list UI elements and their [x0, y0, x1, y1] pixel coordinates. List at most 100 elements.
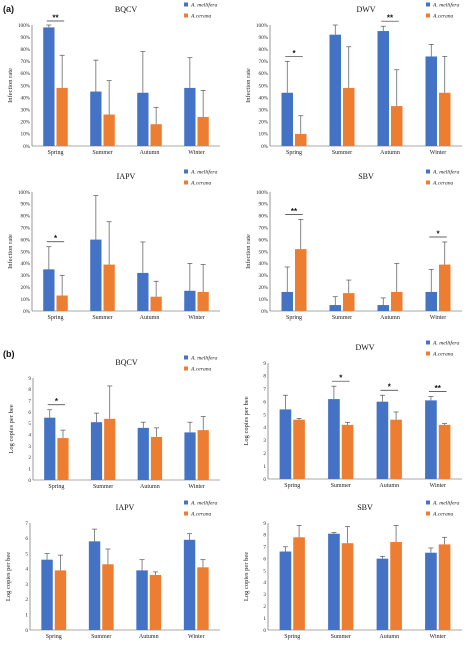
bar-mellifera [137, 272, 149, 311]
bar-cerana [102, 564, 114, 630]
y-tick-label: 3 [25, 582, 28, 588]
y-axis-label: Infection rate [245, 68, 252, 103]
y-tick-label: 30% [20, 108, 30, 114]
y-tick-label: 0 [25, 628, 28, 634]
x-tick-label: Summer [331, 483, 351, 489]
legend-swatch-cerana [426, 351, 430, 356]
y-tick-label: 70% [20, 226, 30, 232]
y-tick-label: 100% [18, 190, 31, 196]
y-tick-label: 40% [20, 261, 30, 267]
x-tick-label: Spring [46, 634, 62, 640]
legend-label: A. mellifera [190, 2, 218, 9]
y-tick-label: 10% [20, 297, 30, 303]
x-tick-label: Winter [188, 315, 204, 321]
x-tick-label: Winter [430, 634, 446, 640]
chart-a-iapv: IAPV Infection rate 0% 10% 20% 30% 40% 50% 60% 70… [7, 169, 220, 321]
y-tick-label: 20% [20, 120, 30, 126]
x-tick-label: Winter [188, 634, 204, 640]
x-tick-label: Autumn [140, 484, 160, 490]
y-axis-label: Log copies per bee [5, 552, 12, 601]
bar-cerana [341, 424, 354, 479]
y-axis-label: Infection rate [7, 68, 14, 103]
y-tick-label: 0 [28, 478, 31, 484]
bar-mellifera [90, 239, 102, 311]
legend-swatch-mellifera [184, 169, 188, 174]
bar-mellifera [137, 427, 149, 480]
bar-mellifera [88, 541, 101, 630]
x-tick-label: Summer [93, 484, 113, 490]
bar-cerana [391, 291, 403, 311]
x-tick-label: Autumn [379, 483, 399, 489]
x-tick-label: Summer [91, 634, 111, 640]
bar-mellifera [329, 34, 341, 146]
bar-mellifera [183, 539, 196, 630]
y-tick-label: 70% [20, 59, 30, 65]
significance-marker: * [54, 234, 58, 243]
y-axis-label: Infection rate [7, 234, 14, 269]
y-tick-label: 1 [263, 464, 266, 470]
y-tick-label: 6 [25, 536, 28, 542]
bar-cerana [197, 116, 209, 146]
bar-cerana [293, 537, 305, 630]
y-tick-label: 50% [258, 83, 268, 89]
y-axis-label: Log copies per bee [8, 404, 15, 453]
legend-label: A. mellifera [432, 169, 460, 176]
y-tick-label: 4 [28, 432, 31, 438]
bar-mellifera [90, 422, 103, 480]
x-tick-label: Autumn [380, 150, 400, 156]
bar-cerana [103, 114, 115, 146]
y-tick-label: 20% [258, 285, 268, 291]
bar-mellifera [425, 552, 437, 630]
x-tick-label: Spring [47, 150, 63, 156]
legend-swatch-mellifera [426, 340, 430, 345]
y-tick-label: 9 [263, 521, 266, 527]
bar-mellifera [44, 417, 56, 480]
legend-label: A. mellifera [190, 500, 218, 507]
y-tick-label: 10% [20, 132, 30, 138]
legend-label: A.cerana [190, 181, 212, 187]
y-tick-label: 5 [28, 421, 31, 427]
legend-swatch-cerana [426, 180, 430, 185]
chart-a-bqcv: BQCV Infection rate 0% 10% 20% 30% 40% 50% 60% 70… [7, 2, 220, 156]
bar-mellifera [137, 92, 149, 146]
y-tick-label: 7 [263, 545, 266, 551]
legend-label: A. mellifera [432, 500, 460, 507]
x-tick-label: Winter [188, 484, 204, 490]
y-tick-label: 9 [263, 361, 266, 367]
significance-marker: ** [387, 14, 394, 23]
y-tick-label: 1 [263, 616, 266, 622]
legend-label: A.cerana [432, 181, 454, 187]
legend-label: A.cerana [190, 14, 212, 20]
y-tick-label: 70% [258, 59, 268, 65]
chart-b-bqcv: BQCV Log copies per bee 0 1 2 3 4 5 6 7 8 9 Spring Su… [8, 355, 220, 490]
bar-cerana [438, 544, 451, 630]
y-tick-label: 40% [258, 95, 268, 101]
legend-label: A. mellifera [190, 355, 218, 362]
y-tick-label: 100% [18, 23, 31, 29]
y-tick-label: 3 [263, 592, 266, 598]
bar-mellifera [281, 291, 293, 311]
x-tick-label: Autumn [140, 150, 160, 156]
bar-mellifera [184, 432, 196, 480]
y-tick-label: 10% [258, 297, 268, 303]
chart-title: SBV [357, 503, 373, 512]
y-tick-label: 80% [258, 214, 268, 220]
y-tick-label: 8 [263, 533, 266, 539]
y-tick-label: 1 [25, 613, 28, 619]
bar-mellifera [376, 558, 389, 630]
y-axis-label: Log copies per bee [243, 552, 250, 601]
y-tick-label: 7 [28, 398, 31, 404]
legend-label: A.cerana [432, 14, 454, 20]
bar-mellifera [425, 56, 437, 146]
legend-swatch-mellifera [184, 355, 188, 360]
y-tick-label: 50% [258, 249, 268, 255]
significance-marker: * [388, 383, 392, 392]
y-tick-label: 5 [263, 568, 266, 574]
significance-marker: * [436, 229, 440, 238]
y-tick-label: 0 [263, 628, 266, 634]
chart-b-sbv: SBV Log copies per bee 0 1 2 3 4 5 6 7 8 9 Spring Sum… [243, 500, 462, 640]
bar-mellifera [377, 305, 389, 311]
bar-cerana [295, 133, 307, 146]
x-tick-label: Autumn [379, 634, 399, 640]
